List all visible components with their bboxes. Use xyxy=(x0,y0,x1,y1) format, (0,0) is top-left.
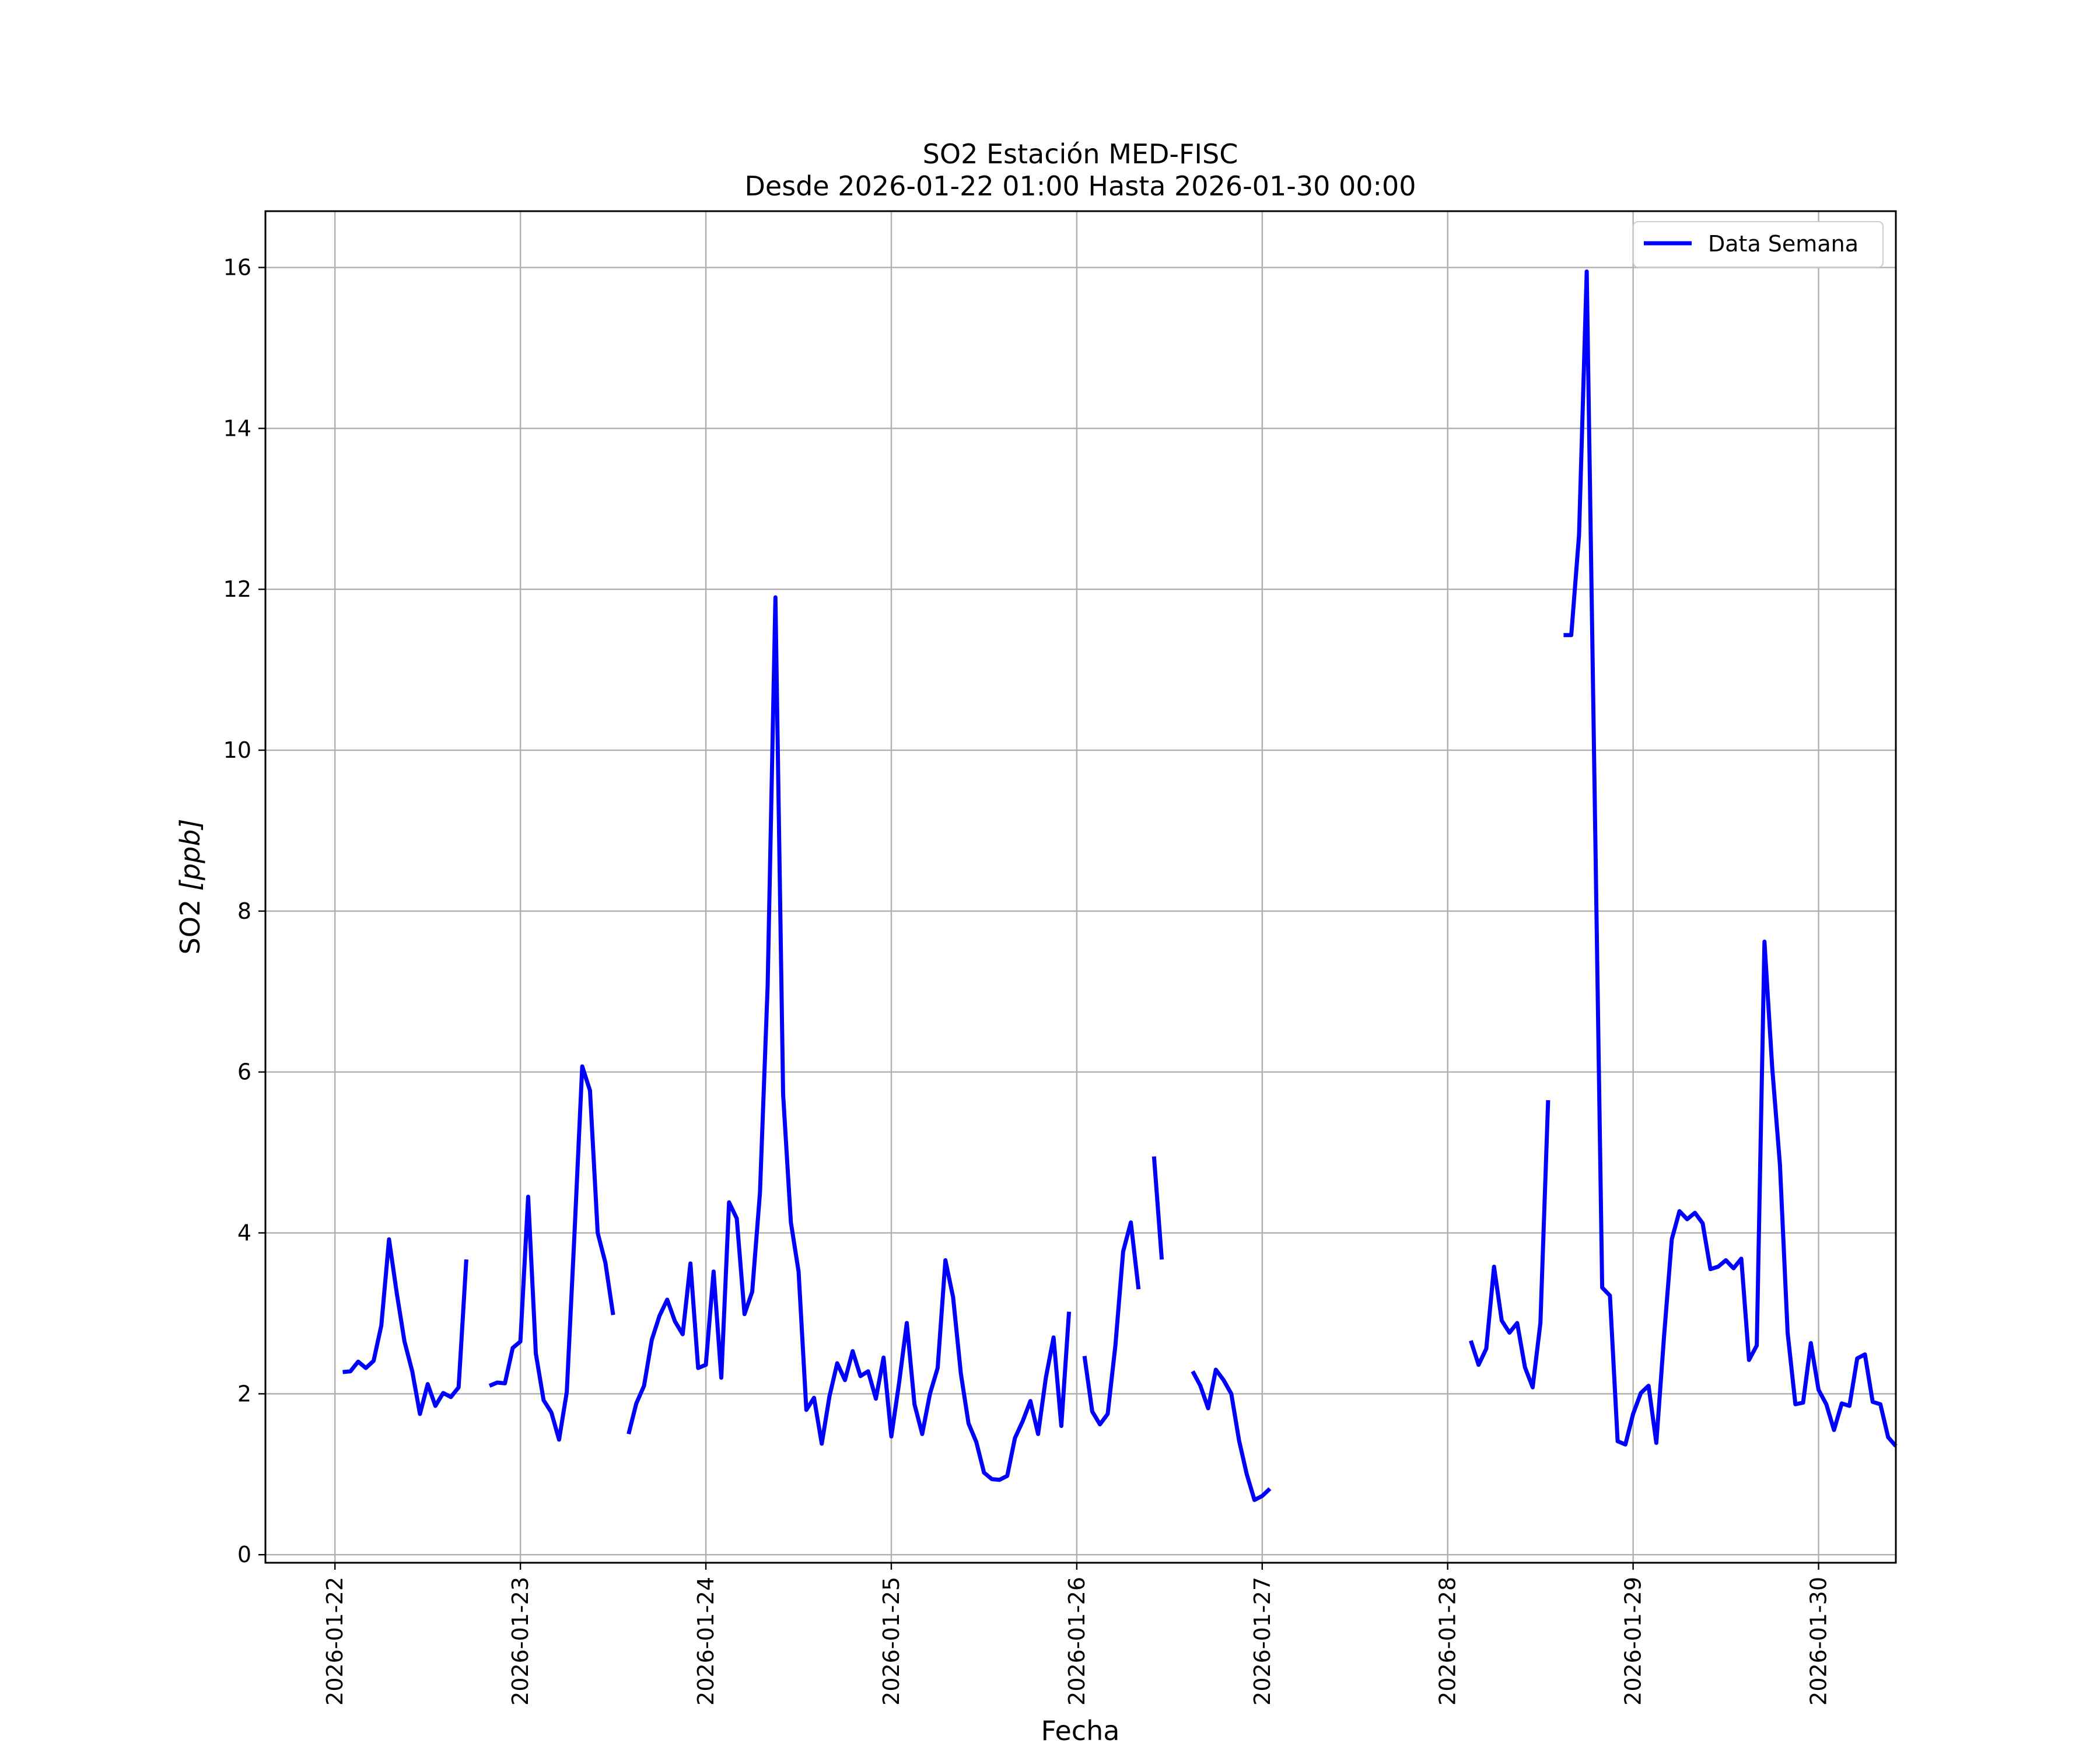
x-tick-label: 2026-01-27 xyxy=(1250,1577,1275,1706)
y-tick-label: 4 xyxy=(237,1220,251,1246)
series-line-group xyxy=(342,269,1898,1502)
legend-label: Data Semana xyxy=(1708,231,1859,257)
plot-frame xyxy=(264,210,1897,1564)
x-tick-label: 2026-01-29 xyxy=(1620,1577,1646,1706)
chart-title: SO2 Estación MED-FISC xyxy=(923,138,1238,170)
x-tick-label: 2026-01-22 xyxy=(322,1577,348,1706)
x-tick-label: 2026-01-30 xyxy=(1806,1577,1832,1706)
series-line-0 xyxy=(342,269,1898,1502)
x-axis-label: Fecha xyxy=(1041,1715,1120,1746)
x-tick-label: 2026-01-24 xyxy=(693,1577,719,1706)
y-tick-label: 2 xyxy=(237,1381,251,1406)
grid-lines xyxy=(265,211,1896,1563)
x-tick-label: 2026-01-26 xyxy=(1064,1577,1090,1706)
axis-ticks: 2026-01-22 2026-01-23 2026-01-24 2026-01-25… xyxy=(223,255,1832,1706)
x-tick-label: 2026-01-25 xyxy=(878,1577,904,1706)
y-tick-label: 0 xyxy=(237,1542,251,1567)
legend-box xyxy=(1633,221,1884,268)
legend: Data Semana xyxy=(1633,221,1884,268)
chart-subtitle: Desde 2026-01-22 01:00 Hasta 2026-01-30 … xyxy=(744,170,1416,202)
y-tick-label: 12 xyxy=(223,576,251,602)
y-axis-label-main: SO2 xyxy=(174,891,206,954)
y-tick-label: 10 xyxy=(223,737,251,763)
y-axis-label: SO2 [ppb] xyxy=(174,819,206,955)
x-tick-label: 2026-01-23 xyxy=(508,1577,533,1706)
y-tick-label: 6 xyxy=(237,1059,251,1085)
y-tick-label: 8 xyxy=(237,898,251,924)
x-tick-label: 2026-01-28 xyxy=(1435,1577,1461,1706)
y-axis-label-unit: [ppb] xyxy=(174,819,206,891)
y-tick-label: 16 xyxy=(223,255,251,281)
y-tick-label: 14 xyxy=(223,415,251,441)
